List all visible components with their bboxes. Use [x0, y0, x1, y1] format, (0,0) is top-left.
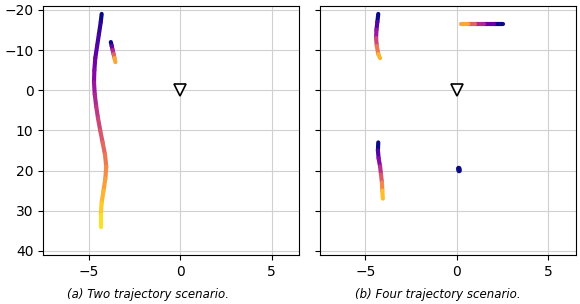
Text: (a) Two trajectory scenario.: (a) Two trajectory scenario. [67, 288, 229, 301]
Text: (b) Four trajectory scenario.: (b) Four trajectory scenario. [355, 288, 521, 301]
